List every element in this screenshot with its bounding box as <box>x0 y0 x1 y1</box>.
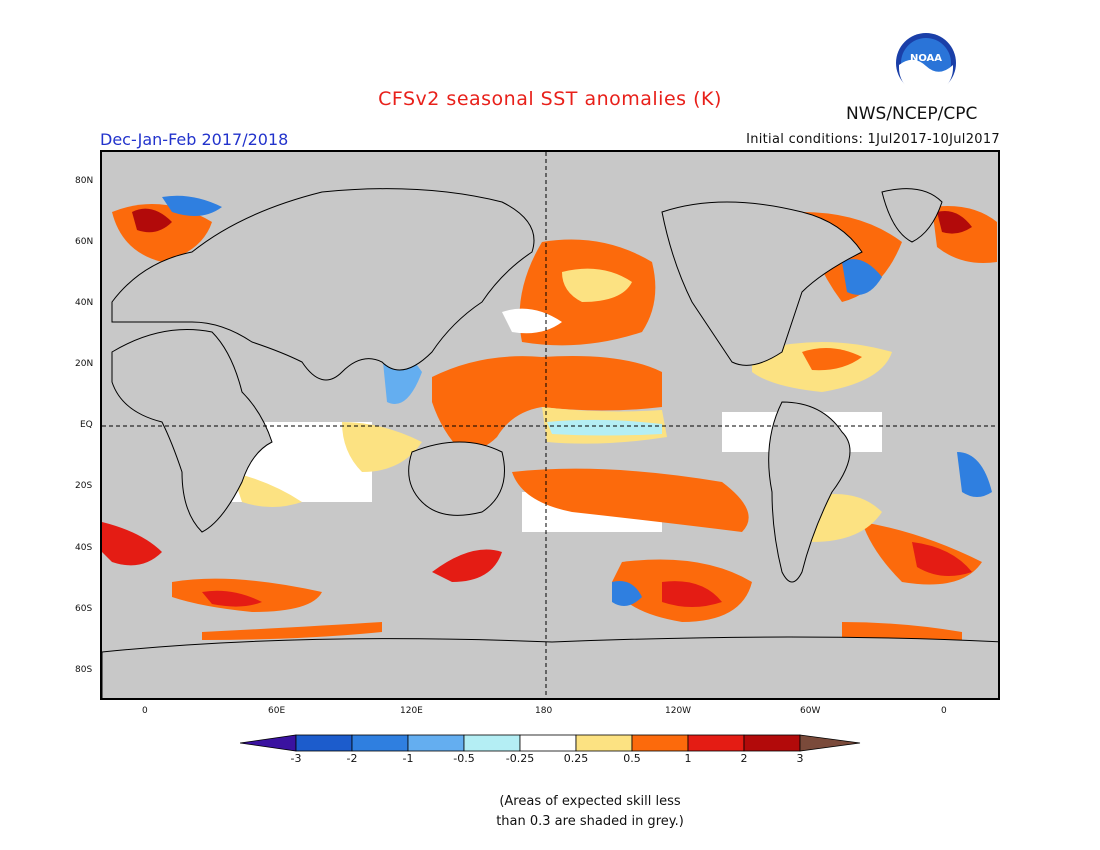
colorbar-arrow-right <box>799 734 861 752</box>
lon-label-0-east: 0 <box>941 706 947 716</box>
chart-title: CFSv2 seasonal SST anomalies (K) <box>378 88 722 110</box>
colorbar-segment <box>351 734 409 752</box>
skill-note-line1: (Areas of expected skill less <box>499 794 681 809</box>
colorbar-segment <box>463 734 521 752</box>
lat-label-80n: 80N <box>75 176 94 186</box>
logo-text: NOAA <box>910 53 942 64</box>
lon-label-120e: 120E <box>400 706 423 716</box>
lat-label-eq: EQ <box>80 420 93 430</box>
colorbar <box>240 734 861 752</box>
colorbar-label: 2 <box>740 752 748 765</box>
colorbar-segment <box>295 734 353 752</box>
lat-label-80s: 80S <box>75 665 93 675</box>
colorbar-segment <box>407 734 465 752</box>
map-canvas <box>102 152 998 698</box>
lat-label-60s: 60S <box>75 604 93 614</box>
colorbar-label: 3 <box>796 752 804 765</box>
colorbar-segment <box>687 734 745 752</box>
lat-label-60n: 60N <box>75 237 94 247</box>
colorbar-label: 0.25 <box>563 752 589 765</box>
season-label: Dec-Jan-Feb 2017/2018 <box>100 130 289 149</box>
skill-note-line2: than 0.3 are shaded in grey.) <box>496 814 684 829</box>
lon-label-60e: 60E <box>268 706 286 716</box>
colorbar-label: 1 <box>684 752 692 765</box>
anomaly-fields <box>102 195 997 645</box>
lat-label-20n: 20N <box>75 359 94 369</box>
colorbar-label: -0.5 <box>453 752 475 765</box>
initial-conditions-label: Initial conditions: 1Jul2017-10Jul2017 <box>746 132 1000 147</box>
colorbar-segment <box>631 734 689 752</box>
colorbar-label: -0.25 <box>505 752 535 765</box>
colorbar-segment <box>743 734 801 752</box>
lat-label-40n: 40N <box>75 298 94 308</box>
lat-label-20s: 20S <box>75 481 93 491</box>
agency-label: NWS/NCEP/CPC <box>846 104 978 124</box>
lon-label-180: 180 <box>535 706 553 716</box>
colorbar-arrow-left <box>240 734 297 752</box>
colorbar-label: 0.5 <box>623 752 641 765</box>
continents <box>102 188 998 698</box>
lat-label-40s: 40S <box>75 543 93 553</box>
sst-map <box>100 150 1000 700</box>
noaa-logo-icon: NOAA <box>896 33 956 94</box>
colorbar-segment <box>519 734 577 752</box>
lon-label-60w: 60W <box>800 706 821 716</box>
colorbar-label: -2 <box>346 752 358 765</box>
lon-label-0: 0 <box>142 706 148 716</box>
colorbar-label: -3 <box>290 752 302 765</box>
lon-label-120w: 120W <box>665 706 692 716</box>
colorbar-segment <box>575 734 633 752</box>
colorbar-label: -1 <box>402 752 414 765</box>
skill-note: (Areas of expected skill less than 0.3 a… <box>440 792 740 832</box>
